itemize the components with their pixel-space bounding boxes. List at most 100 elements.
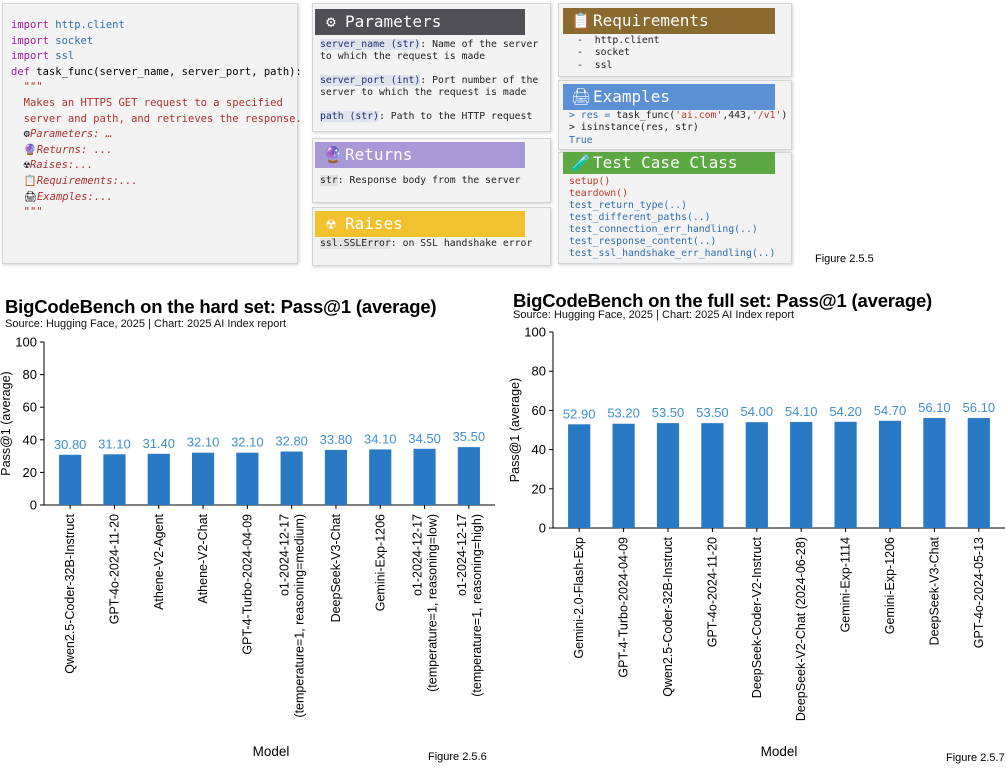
docstring-icon: ⚙ — [11, 128, 30, 141]
raises-header: ☢ Raises — [315, 211, 525, 237]
x-axis-label: Model — [253, 744, 290, 759]
bar-value-label: 35.50 — [453, 429, 486, 444]
y-tick-label: 20 — [532, 481, 546, 496]
x-tick-label: Athene-V2-Agent — [152, 513, 166, 609]
gear-icon: ⚙ — [326, 12, 336, 31]
bar-value-label: 34.50 — [408, 431, 441, 446]
y-tick-label: 0 — [30, 498, 37, 513]
bar — [103, 454, 126, 505]
bar — [568, 424, 591, 528]
test-tube-icon: 🧪 — [571, 153, 591, 172]
bar-value-label: 56.10 — [918, 400, 951, 415]
bar-value-label: 54.10 — [785, 404, 818, 419]
raises-body: ssl.SSLError: on SSL handshake error — [320, 238, 533, 249]
requirement-item: - ssl — [577, 59, 613, 71]
y-tick-label: 100 — [15, 335, 37, 350]
printer-icon: 🖨 — [571, 87, 592, 106]
bar-value-label: 34.10 — [364, 431, 397, 446]
bar-value-label: 54.20 — [829, 404, 862, 419]
parameters-header: ⚙ Parameters — [315, 9, 525, 35]
docstring-icon: 🖨 — [11, 190, 37, 203]
x-tick-label: DeepSeek-V3-Chat — [329, 513, 343, 622]
x-tick-label: Gemini-Exp-1114 — [839, 537, 853, 632]
code-line: 📋Requirements:... — [11, 174, 138, 187]
bar — [191, 452, 215, 505]
x-tick-label: GPT-4-Turbo-2024-04-09 — [240, 514, 254, 655]
code-line: 🖨Examples:... — [11, 190, 113, 203]
docstring-icon: ☢ — [11, 159, 30, 172]
y-axis-label: Pass@1 (average) — [508, 378, 522, 482]
bar — [834, 421, 857, 528]
x-tick-label: Gemini-Exp-1206 — [883, 537, 897, 634]
requirement-item: - socket — [577, 47, 631, 59]
test-method: teardown() — [569, 188, 628, 199]
bar-value-label: 31.40 — [142, 436, 175, 451]
x-tick-label: Qwen2.5-Coder-32B-Instruct — [661, 536, 675, 696]
bar — [413, 448, 436, 505]
examples-header: 🖨 Examples — [563, 84, 775, 110]
code-line: ☢Raises:... — [11, 159, 94, 172]
x-axis-label: Model — [761, 744, 798, 759]
y-tick-label: 100 — [524, 325, 546, 340]
x-tick-label: o1-2024-12-17(temperature=1, reasoning=l… — [411, 514, 440, 692]
code-line: server and path, and retrieves the respo… — [11, 112, 302, 125]
x-tick-label: o1-2024-12-17(temperature=1, reasoning=h… — [455, 514, 484, 697]
code-panel: import http.client import socket import ss… — [2, 3, 302, 264]
y-tick-label: 40 — [532, 442, 546, 457]
x-tick-label: Gemini-Exp-1206 — [373, 514, 387, 611]
bar — [280, 451, 303, 505]
test-method: test_response_content(..) — [569, 236, 717, 247]
y-tick-label: 0 — [539, 521, 546, 536]
param-server-name: server_name (str) — [320, 39, 421, 50]
bar — [967, 418, 990, 528]
bar — [923, 418, 946, 528]
bar — [324, 449, 348, 505]
bar-value-label: 32.80 — [275, 434, 308, 449]
x-tick-label: o1-2024-12-17(temperature=1, reasoning=m… — [278, 514, 307, 718]
chart-right: 0 20 40 60 80 100 Pass@1 (average) 52.90 Gemini-… — [508, 325, 1005, 759]
y-tick-label: 20 — [23, 465, 37, 480]
figure-label-top: Figure 2.5.5 — [815, 253, 874, 265]
crystal-ball-icon: 🔮 — [323, 145, 343, 164]
bar — [457, 447, 480, 505]
bar — [612, 423, 635, 528]
test-method: test_connection_err_handling(..) — [569, 224, 758, 235]
param-path: path (str) — [320, 110, 379, 122]
code-line: ⚙Parameters: … — [11, 128, 113, 141]
x-tick-label: Athene-V2-Chat — [196, 513, 210, 603]
code-line: """ — [11, 81, 43, 94]
code-line: def task_func(server_name, server_port, … — [11, 65, 302, 78]
docstring-icon: 📋 — [11, 174, 37, 187]
x-tick-label: Qwen2.5-Coder-32B-Instruct — [63, 513, 77, 673]
chart-right-title: BigCodeBench on the full set: Pass@1 (av… — [513, 290, 933, 311]
x-tick-label: GPT-4o-2024-11-20 — [107, 514, 121, 624]
bar — [147, 453, 170, 505]
x-tick-label: Gemini-2.0-Flash-Exp — [572, 537, 586, 659]
bar — [369, 449, 392, 505]
bar — [745, 422, 768, 528]
requirement-item: - http.client — [577, 35, 660, 46]
bar — [236, 452, 259, 505]
chart-left: 0 20 40 60 80 100 Pass@1 (average) 30.80 Qwen2.5… — [0, 335, 495, 759]
bar-value-label: 56.10 — [963, 400, 996, 415]
figure-label-right: Figure 2.5.7 — [946, 752, 1005, 764]
clipboard-icon: 📋 — [571, 11, 591, 30]
parameters-body: server_name (str): Name of the server to… — [320, 39, 539, 122]
returns-header: 🔮 Returns — [315, 142, 525, 168]
figure-label-left: Figure 2.5.6 — [428, 751, 487, 763]
bar — [701, 423, 724, 528]
x-tick-label: GPT-4o-2024-05-13 — [972, 537, 986, 648]
requirements-header: 📋 Requirements — [563, 8, 775, 34]
bar — [656, 423, 680, 528]
test-method: test_different_paths(..) — [569, 212, 711, 223]
examples-body: > res = task_func('ai.com',443,'/v1') > … — [569, 110, 788, 146]
chart-left-subtitle: Source: Hugging Face, 2025 | Chart: 2025… — [5, 318, 287, 330]
bar-value-label: 52.90 — [563, 406, 596, 421]
bar-value-label: 32.10 — [231, 435, 264, 450]
bar-value-label: 32.10 — [187, 435, 220, 450]
x-tick-label: DeepSeek-Coder-V2-Instruct — [750, 536, 764, 698]
bar — [790, 421, 813, 528]
x-tick-label: GPT-4o-2024-11-20 — [705, 537, 719, 647]
test-method: test_ssl_handshake_err_handling(..) — [569, 248, 776, 259]
returns-body: str: Response body from the server — [320, 175, 521, 186]
